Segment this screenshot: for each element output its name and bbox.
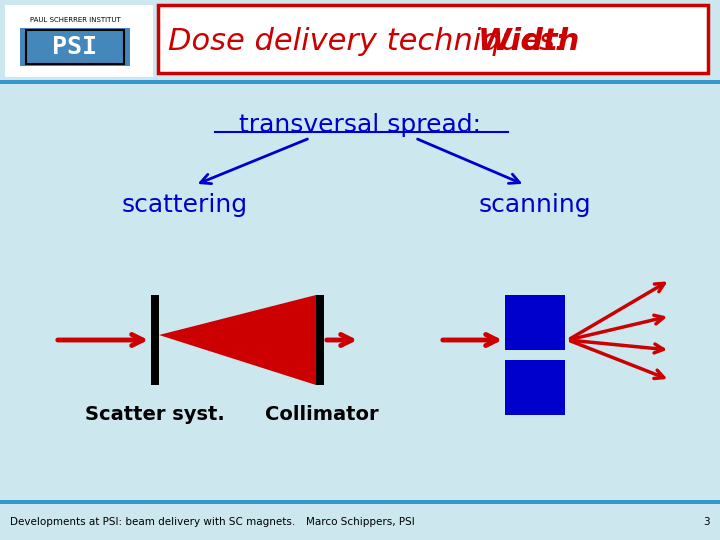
Bar bbox=[0, 500, 720, 504]
FancyBboxPatch shape bbox=[20, 28, 130, 66]
Text: Scatter syst.: Scatter syst. bbox=[85, 406, 225, 424]
Polygon shape bbox=[159, 295, 316, 385]
Text: transversal spread:: transversal spread: bbox=[239, 113, 481, 137]
Bar bbox=[505, 295, 565, 350]
FancyBboxPatch shape bbox=[5, 5, 153, 77]
Text: Marco Schippers, PSI: Marco Schippers, PSI bbox=[305, 517, 415, 527]
Text: PSI: PSI bbox=[53, 35, 97, 59]
Bar bbox=[151, 295, 159, 385]
FancyBboxPatch shape bbox=[158, 5, 708, 73]
Text: PAUL SCHERRER INSTITUT: PAUL SCHERRER INSTITUT bbox=[30, 17, 120, 23]
Text: Developments at PSI: beam delivery with SC magnets.: Developments at PSI: beam delivery with … bbox=[10, 517, 295, 527]
Text: Collimator: Collimator bbox=[265, 406, 379, 424]
Text: Width: Width bbox=[478, 28, 580, 57]
Text: Dose delivery techniques:: Dose delivery techniques: bbox=[168, 28, 575, 57]
Bar bbox=[0, 80, 720, 84]
Bar bbox=[505, 360, 565, 415]
Text: scattering: scattering bbox=[122, 193, 248, 217]
Text: scanning: scanning bbox=[479, 193, 591, 217]
Text: 3: 3 bbox=[703, 517, 710, 527]
Bar bbox=[316, 295, 324, 385]
